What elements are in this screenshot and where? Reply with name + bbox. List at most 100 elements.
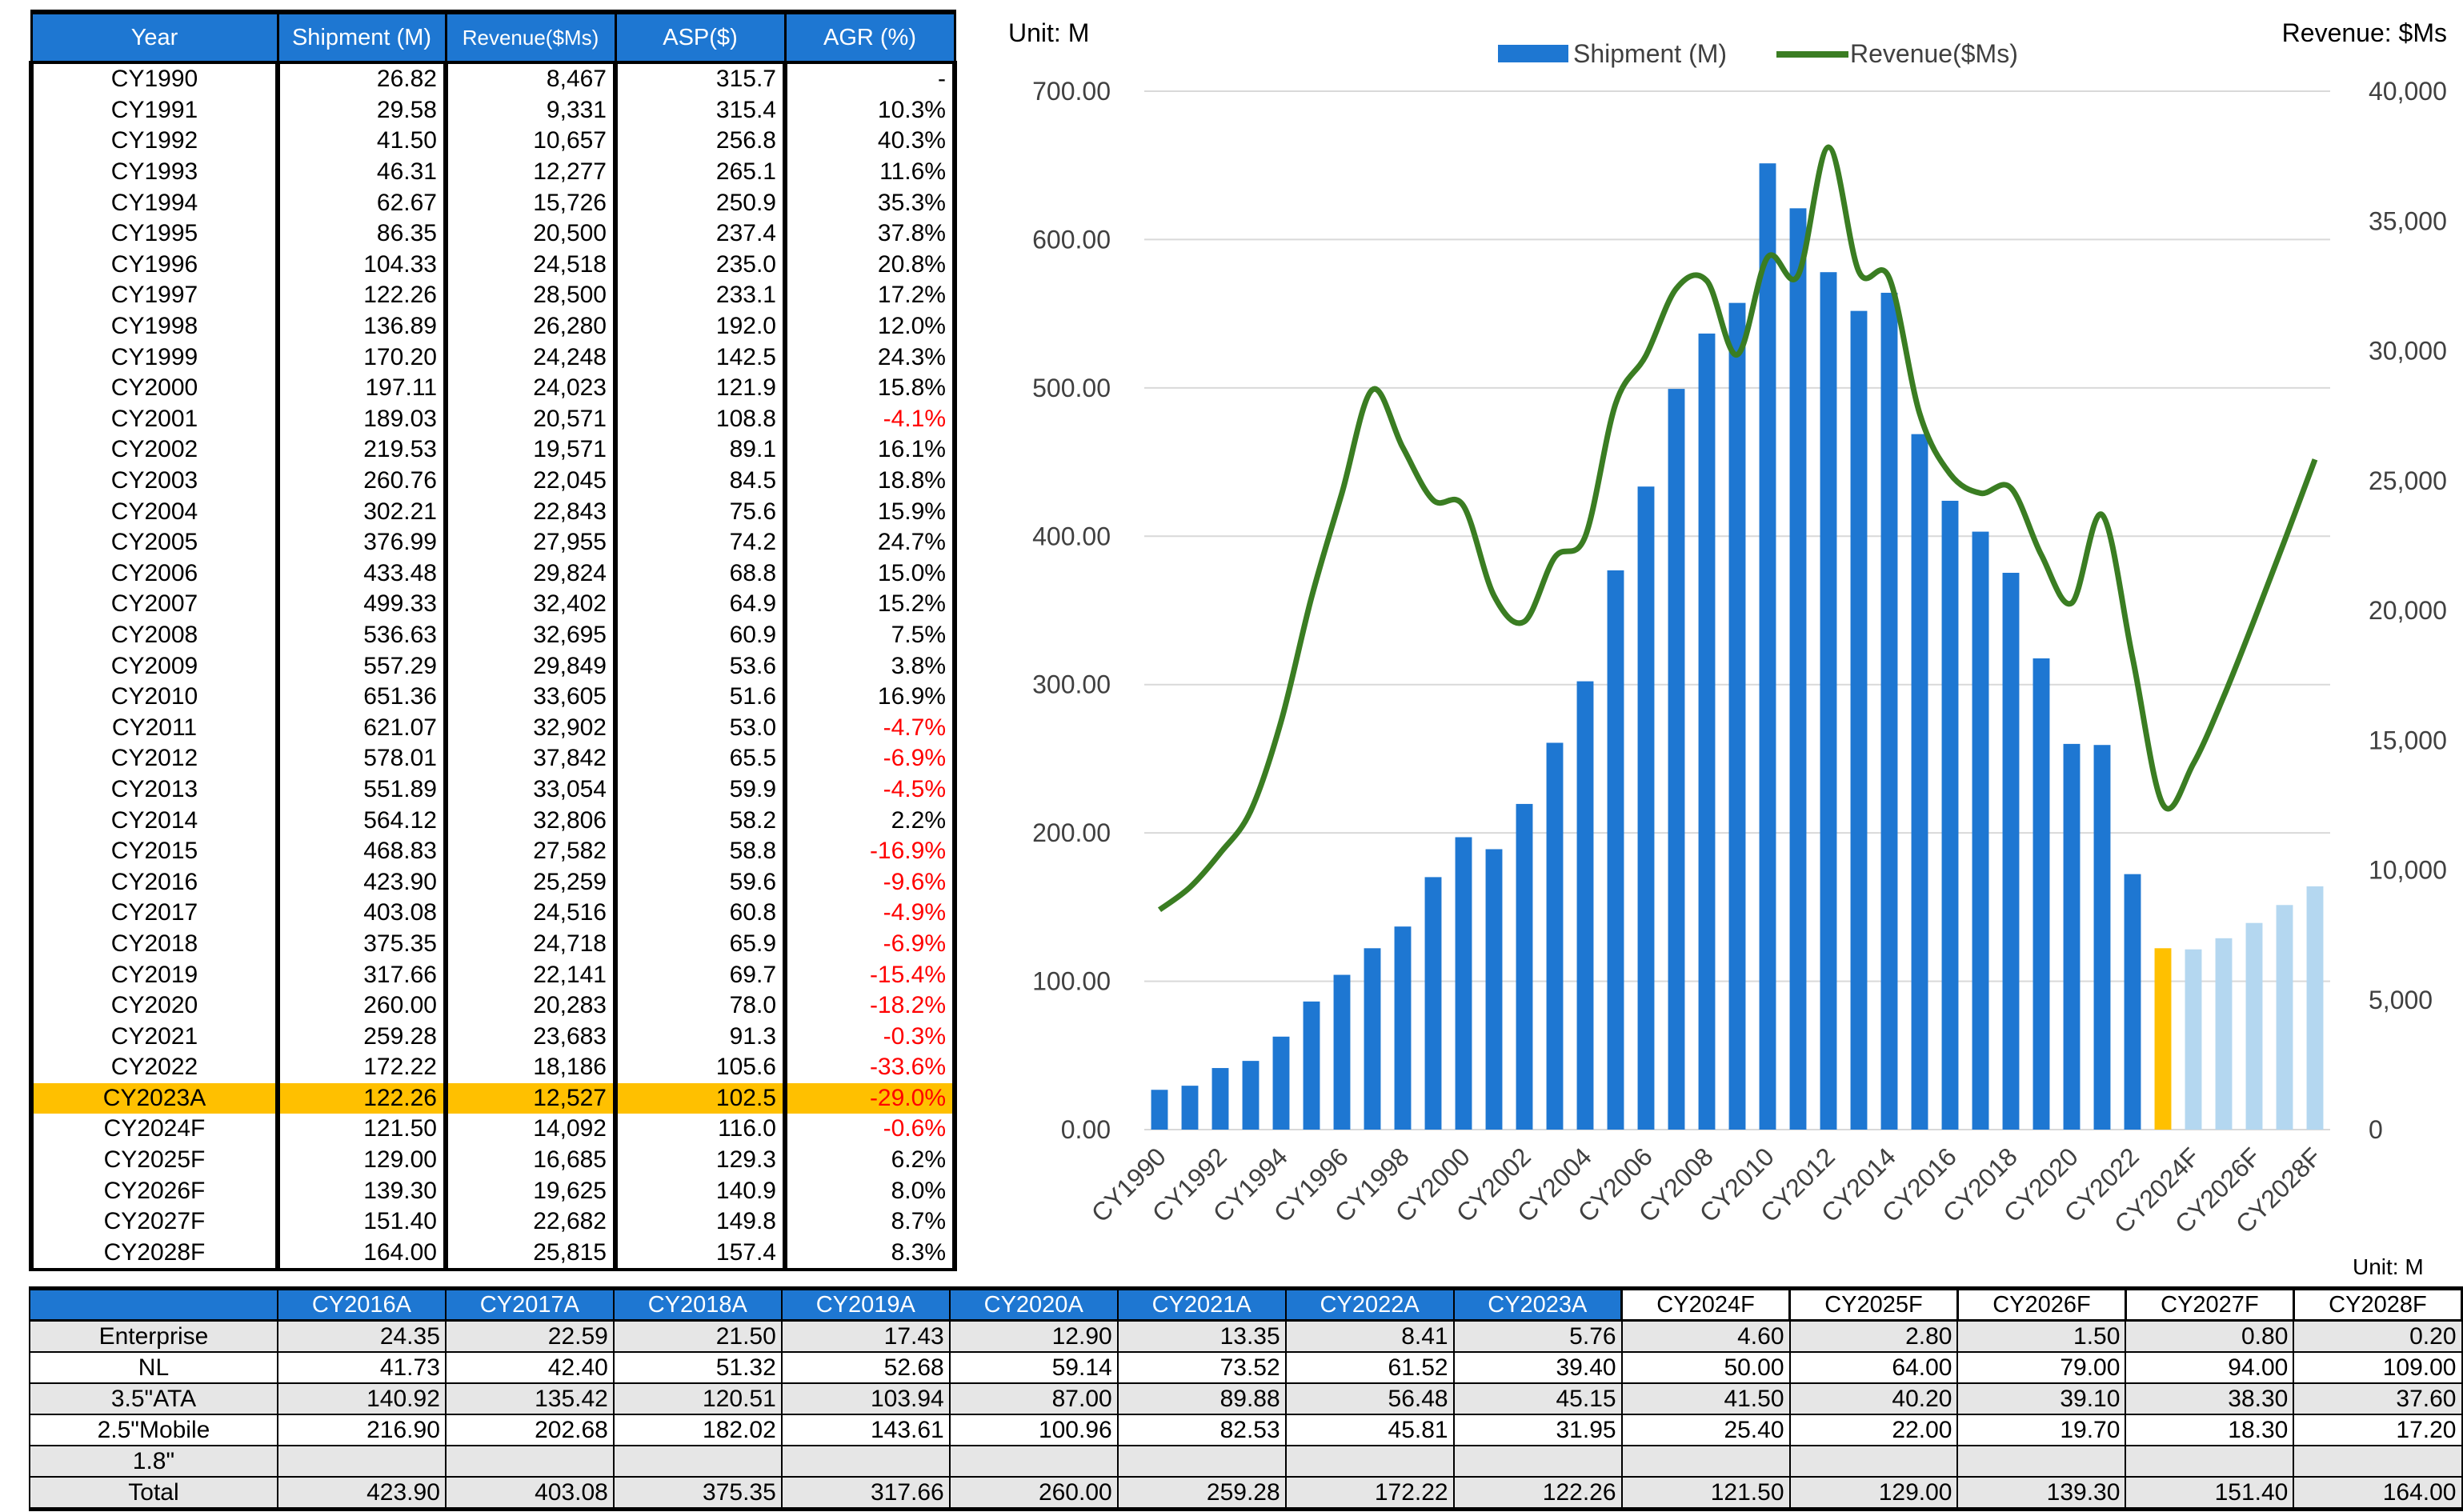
shipment-bar [1637,486,1655,1130]
shipment-bar [1516,803,1533,1130]
asp-cell: 60.8 [613,898,787,929]
agr-cell: 15.0% [783,558,957,590]
revenue-cell: 20,571 [443,403,618,435]
shipment-bar [1728,302,1746,1130]
year-cell: CY1990 [29,62,280,95]
asp-cell: 51.6 [613,681,787,713]
segment-column-header: CY2021A [1116,1286,1286,1322]
segment-value: 8.41 [1284,1319,1455,1353]
segment-value: 41.50 [1620,1382,1791,1415]
agr-cell: -4.1% [783,403,957,435]
year-cell: CY2009 [29,650,280,682]
year-cell: CY2024F [29,1114,280,1145]
shipment-bar [1364,948,1381,1130]
segment-value [444,1445,615,1478]
shipment-bar [1424,877,1442,1130]
segment-value: 40.20 [1788,1382,1959,1415]
table-row: CY2007 499.33 32,402 64.9 15.2% [29,589,957,620]
shipment-bar [1607,570,1624,1130]
shipment-bar [2245,922,2263,1130]
shipment-cell: 259.28 [275,1021,448,1052]
asp-cell: 121.9 [613,372,787,404]
revenue-cell: 24,248 [443,342,618,373]
table-row: CY1991 29.58 9,331 315.4 10.3% [29,94,957,126]
shipment-bar [1485,849,1503,1130]
segment-value [780,1445,951,1478]
year-cell: CY2003 [29,465,280,497]
table-row: CY2014 564.12 32,806 58.2 2.2% [29,805,957,836]
segment-value [1452,1445,1623,1478]
agr-cell: - [783,62,957,95]
shipment-cell: 104.33 [275,249,448,281]
segment-label: 3.5"ATA [29,1382,278,1415]
x-axis-ticks: CY1990CY1992CY1994CY1996CY1998CY2000CY20… [1086,1142,2327,1238]
segment-value: 2.80 [1788,1319,1959,1353]
year-cell: CY1994 [29,187,280,218]
revenue-cell: 22,141 [443,959,618,990]
shipment-cell: 578.01 [275,743,448,774]
asp-cell: 149.8 [613,1206,787,1238]
segment-value: 4.60 [1620,1319,1791,1353]
shipment-bar [1972,531,1989,1130]
header-revenue: Revenue($Ms) [444,10,617,64]
revenue-cell: 24,023 [443,372,618,404]
year-cell: CY2006 [29,558,280,590]
year-cell: CY2019 [29,959,280,990]
table-row: CY2000 197.11 24,023 121.9 15.8% [29,372,957,404]
segment-row: Enterprise 24.35 22.59 21.50 17.43 12.90 13.35… [29,1319,2463,1353]
table-body: CY1990 26.82 8,467 315.7- CY1991 29.58 9,331 31… [29,62,957,1272]
shipment-cell: 433.48 [275,558,448,590]
year-cell: CY2027F [29,1206,280,1238]
table-row: CY2011 621.07 32,902 53.0 -4.7% [29,712,957,744]
segment-row: 2.5"Mobile 216.90 202.68 182.02 143.61 100.96… [29,1414,2463,1446]
shipment-bars [1151,163,2324,1130]
shipment-bar [1211,1068,1229,1130]
revenue-cell: 16,685 [443,1144,618,1176]
agr-cell: -15.4% [783,959,957,990]
table-row: CY2012 578.01 37,842 65.5 -6.9% [29,743,957,774]
table-row: CY2021 259.28 23,683 91.3 -0.3% [29,1021,957,1052]
segment-value [1620,1445,1791,1478]
segment-value: 317.66 [780,1476,951,1511]
segment-value [1284,1445,1455,1478]
asp-cell: 58.8 [613,835,787,867]
shipment-cell: 302.21 [275,496,448,527]
left-tick-label: 0.00 [1061,1115,1111,1144]
segment-header-row: CY2016A CY2017A CY2018A CY2019A CY2020A CY202… [29,1286,2463,1322]
shipment-cell: 651.36 [275,681,448,713]
year-cell: CY1993 [29,156,280,188]
asp-cell: 59.9 [613,774,787,806]
table-row: CY2019 317.66 22,141 69.7 -15.4% [29,959,957,990]
agr-cell: 8.7% [783,1206,957,1238]
shipment-cell: 423.90 [275,866,448,898]
shipment-cell: 29.58 [275,94,448,126]
year-cell: CY2020 [29,990,280,1022]
segment-value: 64.00 [1788,1351,1959,1384]
segment-value: 39.40 [1452,1351,1623,1384]
right-tick-label: 5,000 [2369,986,2433,1014]
revenue-cell: 24,516 [443,898,618,929]
segment-value: 143.61 [780,1414,951,1446]
shipment-bar [2154,948,2172,1130]
agr-cell: -33.6% [783,1052,957,1083]
asp-cell: 157.4 [613,1237,787,1272]
revenue-cell: 15,726 [443,187,618,218]
segment-value: 94.00 [2125,1351,2295,1384]
segment-value: 61.52 [1284,1351,1455,1384]
bottom-table-unit: Unit: M [2353,1254,2424,1279]
segment-value: 259.28 [1116,1476,1287,1511]
segment-value: 22.00 [1788,1414,1959,1446]
left-tick-label: 100.00 [1032,967,1111,996]
revenue-cell: 20,500 [443,218,618,250]
shipment-cell: 468.83 [275,835,448,867]
shipment-cell: 376.99 [275,526,448,558]
agr-cell: 7.5% [783,619,957,651]
asp-cell: 68.8 [613,558,787,590]
table-row: CY2026F 139.30 19,625 140.9 8.0% [29,1175,957,1206]
agr-cell: -0.3% [783,1021,957,1052]
agr-cell: 20.8% [783,249,957,281]
segment-column-header: CY2028F [2292,1286,2463,1322]
year-cell: CY2022 [29,1052,280,1083]
segment-value: 120.51 [612,1382,783,1415]
right-tick-label: 40,000 [2369,77,2447,106]
